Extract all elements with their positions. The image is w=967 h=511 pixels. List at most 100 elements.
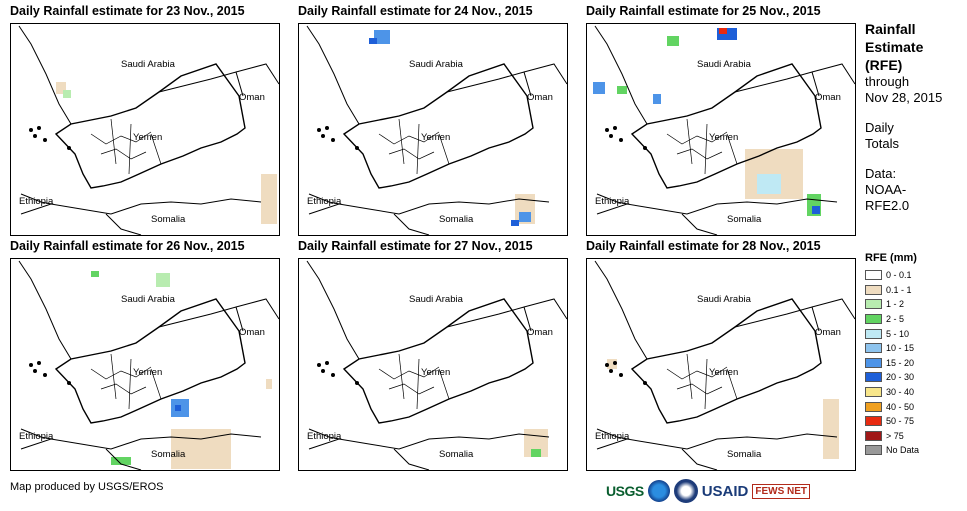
ethiopia-border xyxy=(596,428,628,440)
legend-label: 20 - 30 xyxy=(886,372,915,383)
governorate-boundary xyxy=(416,123,420,175)
governorate-boundary xyxy=(686,118,693,165)
legend-label: 10 - 15 xyxy=(886,343,915,354)
saudi-oman-border xyxy=(734,306,820,332)
legend-swatch xyxy=(865,270,882,281)
legend-swatch xyxy=(865,445,882,456)
country-label-oman: Oman xyxy=(815,327,841,338)
yemen-boundary xyxy=(342,63,534,189)
island-marker xyxy=(643,381,647,385)
governorate-boundary xyxy=(676,383,723,395)
red-sea-coastline xyxy=(306,260,360,360)
island-marker xyxy=(321,369,325,373)
country-label-somalia: Somalia xyxy=(439,214,474,225)
island-marker xyxy=(355,381,359,385)
red-sea-coastline xyxy=(306,25,360,125)
rainfall-patch xyxy=(593,82,605,94)
ethiopia-border xyxy=(308,428,340,440)
country-label-yemen: Yemen xyxy=(133,367,163,378)
governorate-boundary xyxy=(378,131,440,145)
country-label-saudi: Saudi Arabia xyxy=(121,294,175,305)
oman-coastline xyxy=(235,298,279,320)
info-title-line1: Rainfall xyxy=(865,21,916,37)
ethiopia-border xyxy=(596,193,628,205)
red-sea-coastline xyxy=(594,25,648,125)
governorate-boundary xyxy=(666,366,728,380)
governorate-boundary xyxy=(128,358,132,410)
agency-logos: USGS USAID FEWS NET xyxy=(606,476,811,506)
country-label-ethiopia: Ethiopia xyxy=(307,196,342,207)
rainfall-patch xyxy=(519,212,531,222)
island-marker xyxy=(33,369,37,373)
saudi-oman-border xyxy=(446,71,532,97)
legend-item: 10 - 15 xyxy=(865,341,919,356)
island-marker xyxy=(29,363,33,367)
info-source2: RFE2.0 xyxy=(865,198,910,213)
legend-label: 2 - 5 xyxy=(886,314,905,325)
map-frame: Saudi Arabia Oman Yemen Ethiopia Somalia xyxy=(586,23,856,236)
country-label-ethiopia: Ethiopia xyxy=(19,196,54,207)
usaid-logo: USAID xyxy=(701,482,749,500)
legend-item: 40 - 50 xyxy=(865,399,919,414)
usgs-logo: USGS xyxy=(606,483,644,499)
legend-label: > 75 xyxy=(886,430,904,441)
map-panel-26: Daily Rainfall estimate for 26 Nov., 201… xyxy=(10,239,280,471)
map-frame: Saudi Arabia Oman Yemen Ethiopia Somalia xyxy=(10,23,280,236)
legend-rows: 0 - 0.1 0.1 - 1 1 - 2 2 - 5 5 - 10 10 - 15 15 … xyxy=(865,268,919,458)
legend-swatch xyxy=(865,299,882,310)
saudi-oman-border xyxy=(734,71,820,97)
legend-label: 0 - 0.1 xyxy=(886,270,912,281)
horn-of-africa-coastline xyxy=(308,433,550,450)
island-marker xyxy=(609,134,613,138)
legend-label: 15 - 20 xyxy=(886,357,915,368)
legend-item: > 75 xyxy=(865,429,919,444)
legend-item: 0.1 - 1 xyxy=(865,283,919,298)
rainfall-patch xyxy=(757,174,781,194)
horn-of-africa-coastline xyxy=(308,198,550,215)
island-marker xyxy=(619,373,623,377)
country-label-somalia: Somalia xyxy=(151,449,186,460)
island-marker xyxy=(37,126,41,130)
ethiopia-border xyxy=(308,193,340,205)
governorate-boundary xyxy=(110,353,117,400)
map-frame: Saudi Arabia Oman Yemen Ethiopia Somalia xyxy=(10,258,280,471)
governorate-boundary xyxy=(150,133,162,165)
rainfall-patch xyxy=(719,28,727,34)
rainfall-patch xyxy=(156,273,170,287)
yemen-boundary xyxy=(54,63,246,189)
ethiopia-border xyxy=(20,193,52,205)
island-marker xyxy=(317,128,321,132)
governorate-boundary xyxy=(128,123,132,175)
map-frame: Saudi Arabia Oman Yemen Ethiopia Somalia xyxy=(298,23,568,236)
governorate-boundary xyxy=(150,368,162,400)
legend-swatch xyxy=(865,401,882,412)
somalia-border xyxy=(393,448,430,470)
panel-title: Daily Rainfall estimate for 28 Nov., 201… xyxy=(586,239,821,253)
panel-title: Daily Rainfall estimate for 26 Nov., 201… xyxy=(10,239,245,253)
horn-of-africa-coastline xyxy=(596,433,838,450)
fews-net-logo: FEWS NET xyxy=(752,483,811,499)
country-label-somalia: Somalia xyxy=(727,214,762,225)
governorate-boundary xyxy=(90,131,152,145)
governorate-boundary xyxy=(704,358,708,410)
map-panel-28: Daily Rainfall estimate for 28 Nov., 201… xyxy=(586,239,856,471)
info-through: through xyxy=(865,74,910,89)
info-source1: NOAA- xyxy=(865,182,907,197)
oman-coastline xyxy=(523,298,567,320)
island-marker xyxy=(643,146,647,150)
island-marker xyxy=(325,126,329,130)
island-marker xyxy=(325,361,329,365)
island-marker xyxy=(29,128,33,132)
panel-title: Daily Rainfall estimate for 27 Nov., 201… xyxy=(298,239,533,253)
country-label-oman: Oman xyxy=(527,92,553,103)
country-label-yemen: Yemen xyxy=(709,132,739,143)
rainfall-patch xyxy=(653,94,661,104)
governorate-boundary xyxy=(726,368,738,400)
legend-item: 15 - 20 xyxy=(865,356,919,371)
rainfall-patch xyxy=(667,36,679,46)
panel-title: Daily Rainfall estimate for 24 Nov., 201… xyxy=(298,4,533,18)
saudi-oman-border xyxy=(446,306,532,332)
legend-swatch xyxy=(865,416,882,427)
noaa-logo-icon xyxy=(647,480,670,502)
country-label-yemen: Yemen xyxy=(133,132,163,143)
